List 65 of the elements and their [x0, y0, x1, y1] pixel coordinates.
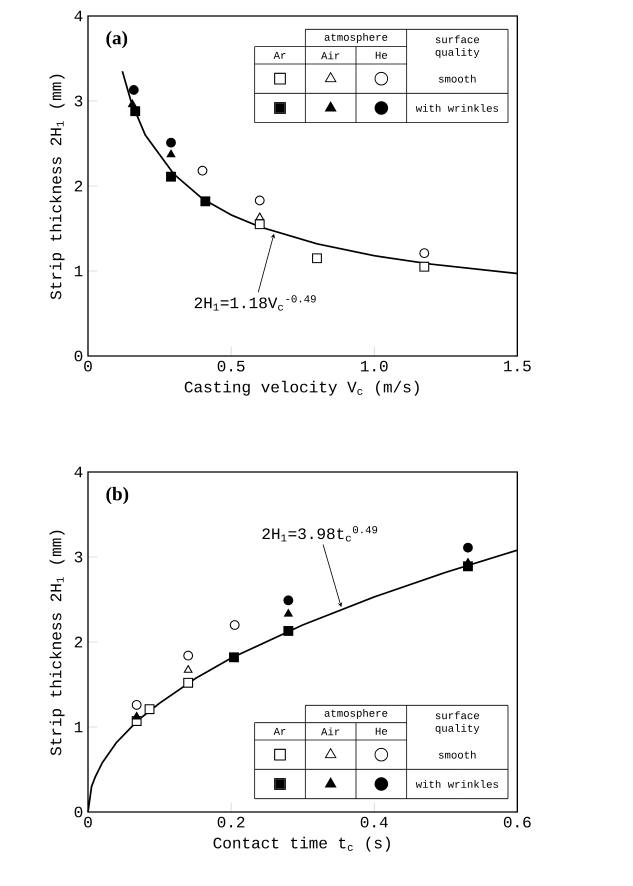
annotation: 2H$_{1}$=1.18V$_{c}$-0.49 [194, 295, 316, 311]
x-tick-label: 0.4 [360, 816, 388, 828]
annotation: surface quality [436, 711, 480, 734]
point [166, 150, 176, 158]
annotation: with wrinkles [416, 780, 498, 788]
x-tick-label: 0 [84, 360, 92, 372]
annotation: Ar [274, 52, 286, 59]
point [166, 138, 176, 148]
point [132, 700, 142, 710]
point [419, 262, 430, 272]
annotation: (a) [106, 30, 128, 48]
point [184, 665, 193, 673]
point [254, 196, 265, 206]
annotation: atmosphere [324, 33, 388, 43]
point [166, 172, 176, 182]
point [128, 85, 139, 95]
point [230, 620, 240, 630]
x-tick-label: 0.2 [218, 816, 244, 828]
point [183, 678, 194, 688]
annotation: atmosphere [324, 709, 388, 719]
point [283, 595, 294, 606]
y-tick-label: 1 [74, 266, 83, 276]
text: Contact time t$_{c}$ (s) [214, 836, 390, 852]
y-tick-label: 0 [74, 350, 82, 362]
annotation: Air [321, 727, 340, 736]
annotation: Ar [274, 728, 286, 735]
y-tick-label: 2 [74, 180, 82, 192]
y-tick-label: 2 [74, 636, 82, 648]
point [132, 712, 141, 720]
y-tick-label: 3 [74, 96, 82, 106]
point [183, 650, 194, 661]
point [284, 609, 293, 617]
annotation: He [376, 52, 388, 59]
point [255, 212, 264, 220]
point [229, 652, 239, 662]
point [419, 248, 430, 258]
annotation: with wrinkles [416, 104, 498, 112]
text: Casting velocity V$_{c}$ (m/s) [184, 380, 419, 396]
point [144, 704, 154, 714]
y-tick-label: 4 [74, 10, 82, 22]
annotation: surface quality [436, 35, 480, 58]
point [200, 196, 210, 206]
point [128, 99, 137, 108]
annotation: He [376, 728, 388, 735]
y-tick-label: 4 [74, 466, 82, 478]
annotation: Air [321, 51, 340, 60]
annotation: smooth [439, 750, 476, 759]
x-tick-label: 0 [84, 816, 92, 828]
annotation: 2H$_{1}$=3.98t$_{c}$0.49 [262, 526, 378, 542]
text: Strip thickness 2H$_{1}$ (mm) [50, 74, 65, 300]
point [463, 542, 473, 553]
annotation: (b) [106, 486, 128, 504]
y-tick-label: 0 [74, 806, 82, 818]
y-tick-label: 1 [74, 722, 83, 732]
text: Strip thickness 2H$_{1}$ (mm) [50, 530, 65, 756]
point [312, 253, 322, 264]
x-tick-label: 0.6 [504, 816, 531, 828]
annotation: smooth [439, 74, 476, 83]
point [198, 166, 208, 176]
x-tick-label: 1.5 [504, 360, 531, 372]
y-tick-label: 3 [74, 552, 82, 562]
point [283, 626, 294, 636]
x-tick-label: 1.0 [360, 360, 388, 372]
x-tick-label: 0.5 [218, 360, 244, 372]
point [130, 106, 140, 116]
